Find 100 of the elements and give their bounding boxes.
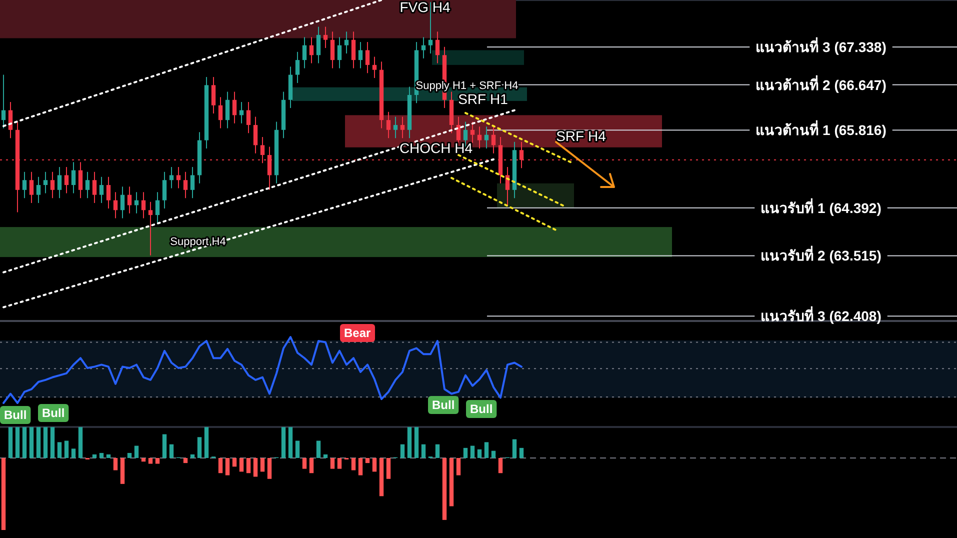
bar <box>519 448 524 458</box>
candlestick <box>372 56 377 79</box>
candlestick <box>92 171 97 204</box>
bar <box>358 458 363 476</box>
candlestick <box>106 176 111 209</box>
bar <box>260 458 265 472</box>
bar <box>330 458 335 469</box>
bar <box>8 427 13 458</box>
candlestick <box>211 76 216 114</box>
candlestick <box>155 192 160 224</box>
candlestick <box>330 31 335 69</box>
bar <box>491 450 496 458</box>
candlestick <box>386 111 391 139</box>
candlestick <box>365 42 370 74</box>
bar <box>64 440 69 458</box>
bar <box>197 437 202 458</box>
band-label: SRF H4 <box>556 128 606 144</box>
candlestick <box>309 36 314 64</box>
candlestick <box>477 126 482 149</box>
bar <box>400 444 405 458</box>
ref-line-label: แนวต้านที่ 1 (65.816) <box>756 120 886 138</box>
bar <box>1 458 6 530</box>
bar <box>407 427 412 458</box>
bar <box>22 427 27 458</box>
bar <box>302 458 307 469</box>
bar <box>442 458 447 520</box>
bar <box>435 444 440 458</box>
bar <box>169 444 174 458</box>
candlestick <box>113 192 118 219</box>
bar <box>239 458 244 472</box>
candlestick <box>29 171 34 204</box>
bar <box>316 440 321 458</box>
bar <box>92 454 97 458</box>
candlestick <box>302 36 307 69</box>
bar <box>337 458 342 469</box>
candlestick <box>484 126 489 149</box>
candlestick <box>337 36 342 69</box>
bar <box>15 427 20 458</box>
ref-line-label: แนวต้านที่ 2 (66.647) <box>756 74 886 93</box>
annotation: Bull <box>470 402 493 416</box>
candlestick <box>239 102 244 124</box>
candlestick <box>85 171 90 199</box>
candlestick <box>162 171 167 209</box>
bar <box>148 458 153 464</box>
bar <box>204 427 209 458</box>
candlestick <box>141 192 146 219</box>
candlestick <box>435 31 440 64</box>
annotation: Bear <box>344 326 372 340</box>
bar <box>484 442 489 458</box>
candlestick <box>43 171 48 194</box>
ref-line-label: แนวต้านที่ 3 (67.338) <box>756 37 886 56</box>
ref-line-label: แนวรับที่ 1 (64.392) <box>760 198 882 216</box>
bar <box>246 458 251 474</box>
candlestick <box>50 171 55 199</box>
bar <box>477 449 482 458</box>
bar <box>29 427 34 458</box>
text: Bull <box>4 408 27 422</box>
candlestick <box>316 26 321 64</box>
bar <box>71 448 76 458</box>
candlestick <box>148 201 153 256</box>
bar <box>386 458 391 479</box>
bar <box>134 446 139 458</box>
bar <box>120 458 125 484</box>
bar <box>309 458 314 474</box>
candlestick <box>99 176 104 204</box>
bar <box>183 458 188 464</box>
candlestick <box>36 176 41 204</box>
bar <box>155 458 160 464</box>
bar <box>113 458 118 470</box>
candlestick <box>246 102 251 134</box>
bar <box>449 458 454 506</box>
bar <box>379 458 384 496</box>
annotation: SRF H1 <box>458 91 508 107</box>
candlestick <box>400 116 405 139</box>
candlestick <box>78 162 83 199</box>
candlestick <box>218 96 223 129</box>
candlestick <box>183 171 188 199</box>
candlestick <box>253 116 258 154</box>
candlestick <box>190 166 195 199</box>
bar <box>365 458 370 464</box>
bar <box>421 444 426 458</box>
bar <box>295 440 300 458</box>
bar <box>414 427 419 458</box>
candlestick <box>57 166 62 199</box>
bar <box>470 446 475 458</box>
bar <box>162 434 167 458</box>
bar <box>43 427 48 458</box>
bar <box>463 448 468 458</box>
bar <box>456 458 461 476</box>
ref-line-label: แนวรับที่ 2 (63.515) <box>760 246 882 264</box>
candlestick <box>120 186 125 219</box>
text: Bull <box>42 406 65 420</box>
bar <box>36 427 41 458</box>
bar <box>50 427 55 458</box>
candlestick <box>127 186 132 214</box>
candlestick <box>491 126 496 154</box>
candlestick <box>22 171 27 199</box>
bar <box>372 458 377 472</box>
bar <box>127 452 132 458</box>
candlestick <box>470 121 475 144</box>
